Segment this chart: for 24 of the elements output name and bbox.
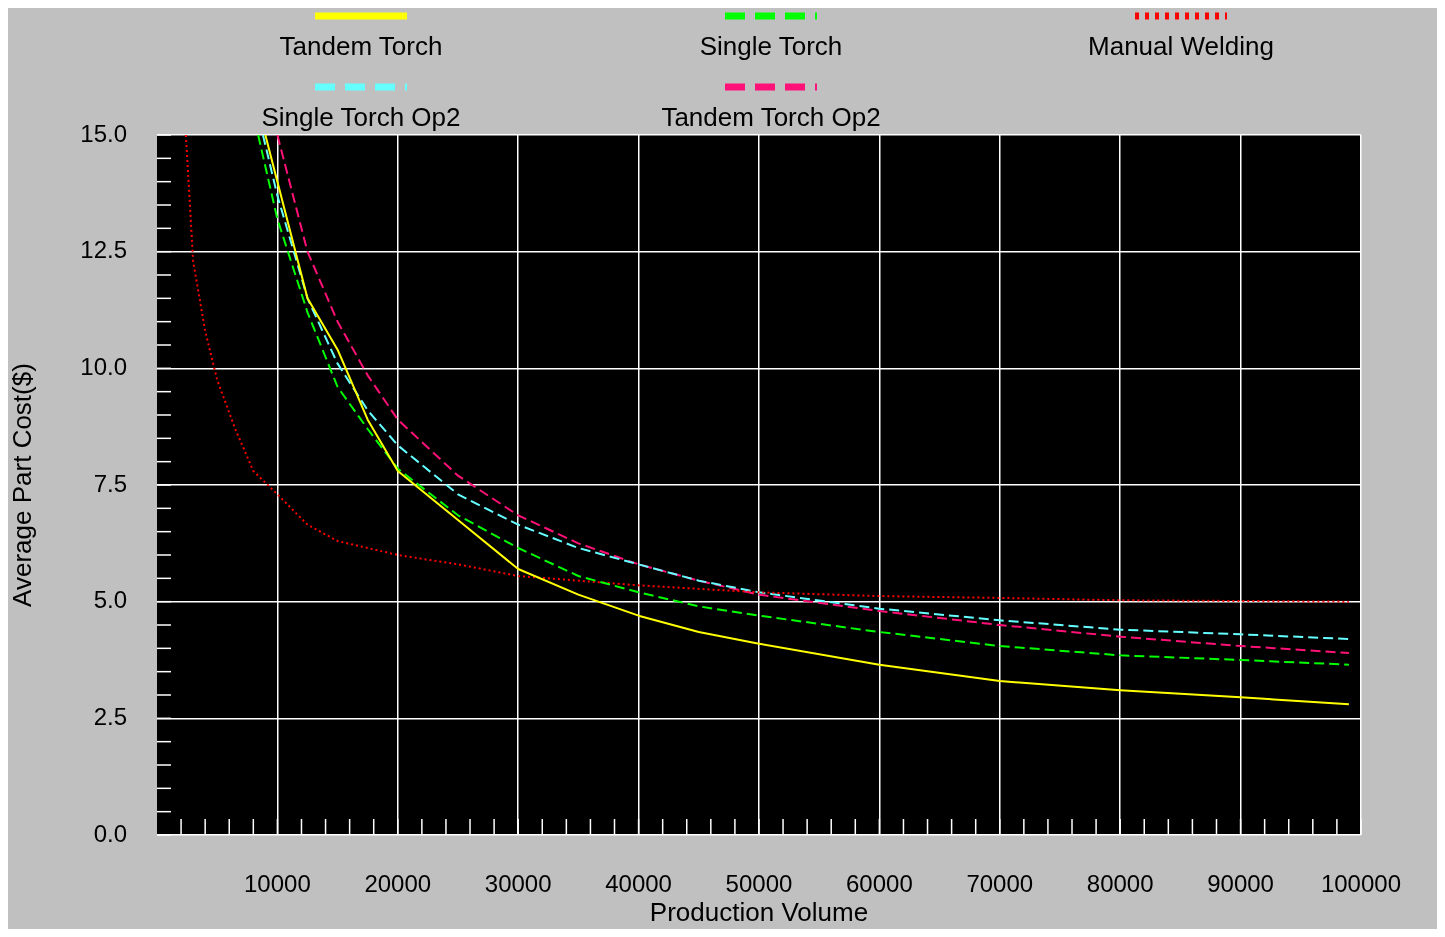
x-tick-label: 60000	[846, 870, 913, 898]
legend-label: Tandem Torch	[278, 31, 444, 62]
x-tick-label: 50000	[725, 870, 793, 898]
x-tick-label: 80000	[1086, 870, 1154, 898]
x-tick-label: 40000	[605, 870, 672, 898]
x-tick-label: 30000	[484, 870, 552, 898]
y-tick-label: 0.0	[93, 819, 127, 847]
legend-label: Tandem Torch Op2	[660, 102, 882, 133]
legend-label: Single Torch	[698, 31, 844, 62]
x-tick-label: 90000	[1207, 870, 1274, 898]
y-tick-label: 7.5	[93, 469, 127, 497]
y-tick-label: 15.0	[80, 119, 127, 147]
x-tick-label: 10000	[244, 870, 311, 898]
y-tick-label: 5.0	[93, 586, 127, 614]
legend-label: Manual Welding	[1087, 31, 1275, 62]
x-tick-label: 20000	[364, 870, 432, 898]
y-tick-label: 12.5	[80, 236, 127, 264]
x-tick-label: 70000	[966, 870, 1034, 898]
y-tick-label: 10.0	[80, 352, 127, 380]
y-axis-title: Average Part Cost($)	[6, 363, 37, 607]
legend-label: Single Torch Op2	[260, 102, 462, 133]
y-tick-label: 2.5	[93, 702, 127, 730]
x-axis-title: Production Volume	[649, 896, 869, 927]
x-tick-label: 100000	[1320, 870, 1401, 898]
